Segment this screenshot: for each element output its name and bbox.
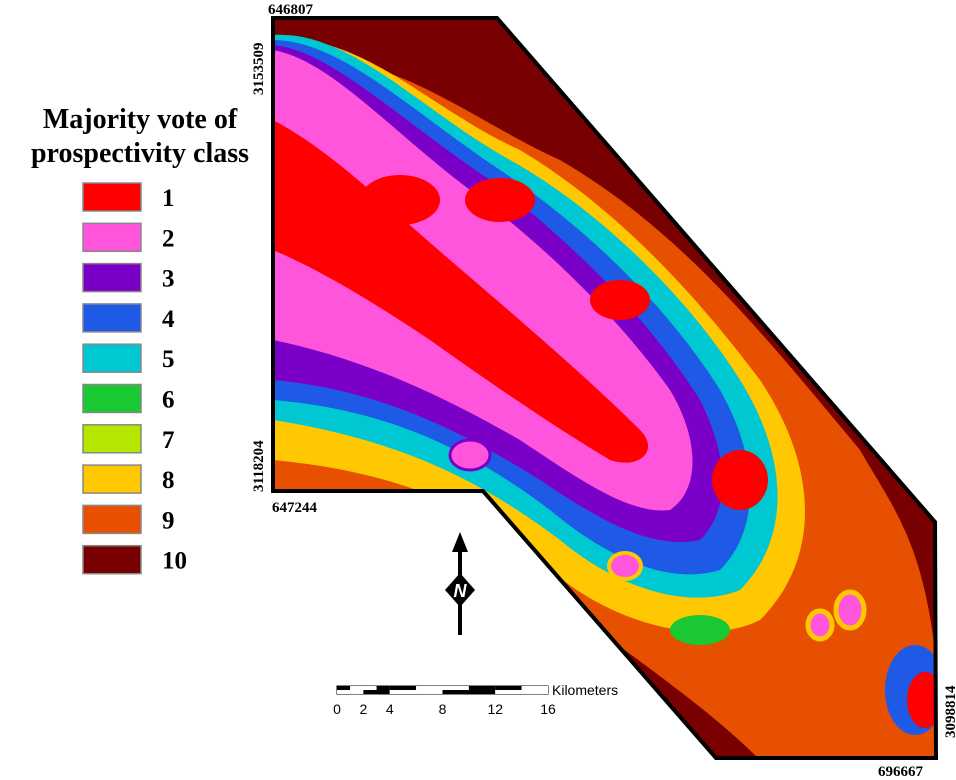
scale-segment	[495, 686, 521, 690]
legend-swatch	[83, 183, 141, 211]
legend-swatch	[83, 304, 141, 332]
legend-label: 8	[162, 467, 175, 494]
prospectivity-map	[260, 0, 956, 780]
legend-label: 3	[162, 266, 175, 293]
scale-segment	[416, 686, 442, 690]
legend-label: 6	[162, 387, 175, 414]
legend-swatch	[83, 546, 141, 574]
legend-title: Majority vote of	[43, 104, 238, 135]
coordinate-label: 3118204	[251, 440, 267, 492]
scale-segment	[495, 690, 548, 694]
scale-segment	[363, 686, 376, 690]
north-arrow: N	[445, 532, 475, 635]
legend-swatch	[83, 425, 141, 453]
scale-segment	[337, 690, 363, 694]
scale-tick-label: 4	[386, 701, 394, 717]
legend-label: 10	[162, 548, 187, 575]
scale-segment	[469, 686, 495, 690]
scale-bar: 0 2 4 8 12 16 Kilometers	[333, 682, 618, 717]
legend-label: 1	[162, 185, 175, 212]
coordinate-label: 696667	[878, 764, 924, 780]
scale-segment	[443, 686, 469, 690]
legend-label: 2	[162, 225, 175, 252]
scale-tick-label: 0	[333, 701, 341, 717]
legend: 1 2 3 4 5 6 7 8 9 10	[83, 183, 187, 575]
scale-segment	[522, 686, 548, 690]
legend-label: 7	[162, 427, 175, 454]
scale-segment	[443, 690, 496, 694]
scale-tick-label: 12	[487, 701, 503, 717]
scale-segment	[350, 686, 363, 690]
scale-segment	[390, 686, 416, 690]
scale-tick-label: 2	[359, 701, 367, 717]
legend-swatch	[83, 465, 141, 493]
scale-unit: Kilometers	[552, 682, 618, 698]
coordinate-label: 3098814	[943, 685, 956, 738]
legend-label: 5	[162, 346, 175, 373]
coordinate-label: 646807	[268, 2, 314, 18]
coordinate-label: 647244	[272, 500, 318, 516]
north-label: N	[454, 581, 468, 601]
legend-swatch	[83, 264, 141, 292]
coordinate-label: 3153509	[251, 43, 267, 96]
scale-segment	[377, 686, 390, 690]
scale-segment	[337, 686, 350, 690]
scale-tick-label: 16	[540, 701, 556, 717]
legend-swatch	[83, 385, 141, 413]
legend-swatch	[83, 223, 141, 251]
scale-tick-label: 8	[439, 701, 447, 717]
legend-label: 9	[162, 507, 175, 534]
legend-title: prospectivity class	[31, 138, 249, 169]
scale-segment	[363, 690, 389, 694]
scale-segment	[390, 690, 443, 694]
legend-label: 4	[162, 306, 175, 333]
map-figure: Majority vote of prospectivity class 123…	[0, 0, 956, 780]
legend-swatch	[83, 344, 141, 372]
legend-swatch	[83, 505, 141, 533]
